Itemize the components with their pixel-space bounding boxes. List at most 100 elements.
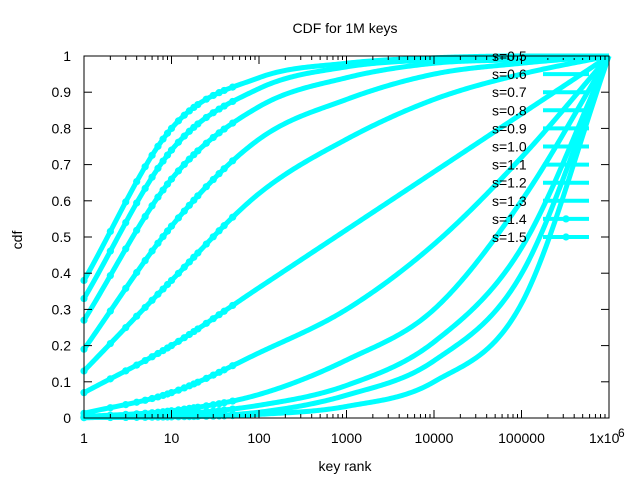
data-point [106,375,114,383]
data-point [148,151,156,159]
data-point [174,337,183,345]
data-point [122,367,130,375]
data-point [209,133,217,142]
data-point [167,146,176,154]
series-line [81,53,610,282]
data-point [174,138,183,146]
data-point [106,227,114,236]
data-point [194,408,202,417]
y-tick-label: 0.2 [52,338,72,354]
data-point [215,170,223,178]
data-point [209,315,217,323]
series-line [82,53,611,395]
data-point [154,193,162,201]
data-point [215,311,223,319]
data-point [202,113,210,122]
data-point [194,325,202,333]
data-point [133,226,141,234]
y-tick-label: 0 [63,410,71,426]
data-point [163,151,172,159]
data-point [229,213,237,221]
x-tick-label: 100 [247,430,271,446]
data-point [141,212,149,221]
data-point [215,227,223,235]
chart-title: CDF for 1M keys [292,20,397,36]
data-point [229,397,237,405]
data-point [185,258,193,266]
data-point [194,120,202,128]
data-point [180,207,188,215]
data-point [141,184,149,193]
data-point [209,233,217,241]
axis-ticks: 0 0.1 0.2 0.3 0.4 0.5 0.6 0.7 0.8 0.9 1 1 10 100 1000 1… [52,48,625,446]
data-point [159,285,167,293]
data-point [220,86,228,95]
data-point [220,406,228,414]
data-point [159,233,167,241]
data-point [220,307,228,315]
x-axis-label: key rank [319,458,373,474]
y-tick-label: 0.9 [52,84,72,100]
legend-label: s=0.7 [492,84,527,100]
data-point [194,403,202,411]
x-tick-label: 10000 [415,430,454,446]
data-point [148,394,156,403]
data-point [154,142,162,150]
data-point [180,132,188,140]
series-s=1.4 [80,53,610,303]
data-point [180,111,188,119]
data-point [220,125,228,133]
data-point [174,167,183,175]
legend-marker [562,215,570,223]
data-point [154,239,162,247]
data-point [202,139,210,147]
data-point [163,227,172,235]
legend-label: s=1.5 [492,229,527,245]
data-point [194,249,202,257]
data-point [122,284,130,292]
data-point [167,276,176,285]
legend-marker [562,233,570,241]
data-point [141,303,149,312]
data-point [167,222,176,230]
y-tick-label: 0.3 [52,301,72,317]
data-point [220,102,228,110]
data-point [122,218,130,227]
data-point [174,214,183,222]
y-tick-label: 1 [63,48,71,64]
data-point [133,177,141,186]
data-point [220,399,228,407]
data-point [202,240,210,248]
legend-label: s=1.3 [492,193,527,209]
data-point [133,199,141,207]
data-point [154,164,162,172]
plot-area [80,53,612,422]
data-point [229,405,237,413]
y-tick-label: 0.8 [52,120,72,136]
data-point [209,401,217,409]
y-tick-label: 0.1 [52,374,72,390]
y-tick-label: 0.5 [52,229,72,245]
legend-label: s=0.8 [492,102,527,118]
x-tick-label: 1x10 [589,430,620,446]
data-point [220,366,228,374]
data-point [106,404,114,412]
data-point [154,290,162,298]
data-point [106,339,114,348]
data-point [180,263,188,271]
data-point [141,163,149,171]
data-point [194,192,202,200]
legend-label: s=1.0 [492,139,527,155]
data-point [220,222,228,230]
x-tick-label: 10 [164,430,180,446]
legend-label: s=0.9 [492,120,527,136]
data-point [167,175,176,183]
data-point [209,175,217,184]
data-point [174,386,183,394]
data-point [174,117,183,125]
data-point [141,256,149,265]
data-point [141,409,149,417]
data-point [148,173,156,181]
data-point [122,245,130,253]
data-point [159,157,167,165]
